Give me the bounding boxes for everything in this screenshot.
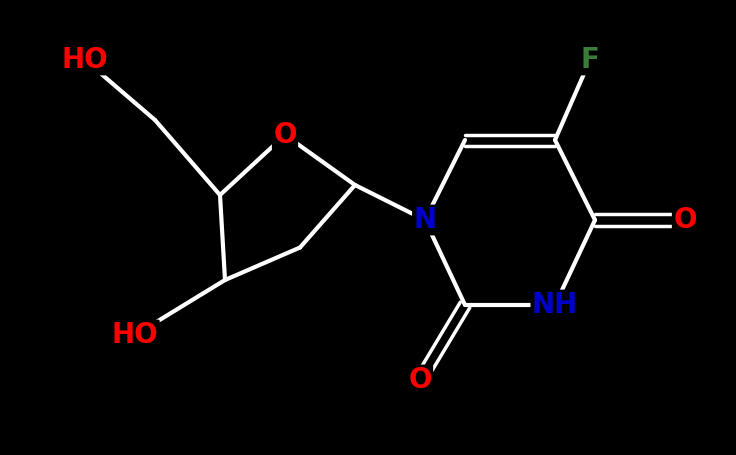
- Text: F: F: [581, 46, 599, 74]
- Text: HO: HO: [62, 46, 108, 74]
- Text: N: N: [414, 206, 436, 234]
- Text: HO: HO: [112, 321, 158, 349]
- Text: O: O: [273, 121, 297, 149]
- Text: O: O: [673, 206, 697, 234]
- Text: NH: NH: [532, 291, 578, 319]
- Text: O: O: [408, 366, 432, 394]
